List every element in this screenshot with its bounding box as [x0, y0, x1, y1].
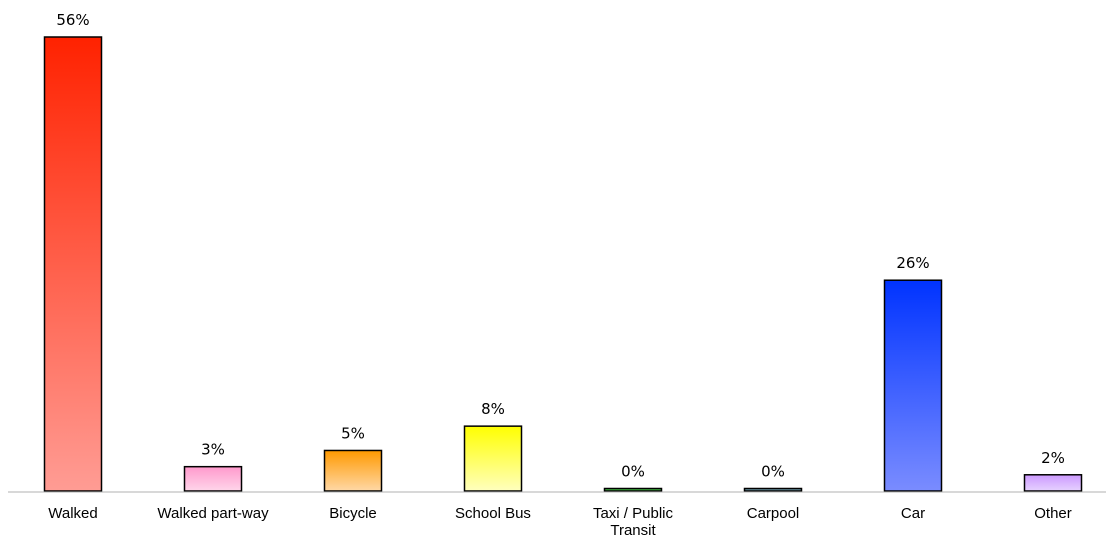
value-label-walked-part-way: 3%: [201, 441, 225, 459]
value-label-other: 2%: [1041, 449, 1065, 467]
value-labels-group: 56% 3% 5% 8% 0% 0% 26% 2%: [56, 11, 1065, 481]
value-label-walked: 56%: [56, 11, 89, 29]
value-label-car: 26%: [896, 254, 929, 272]
category-label-walked-part-way: Walked part-way: [157, 505, 269, 522]
bar-taxi-public-transit: [603, 487, 663, 492]
category-label-school-bus: School Bus: [455, 505, 531, 522]
category-label-carpool: Carpool: [747, 505, 800, 522]
category-label-bicycle: Bicycle: [329, 505, 377, 522]
bar-walked: [43, 36, 103, 492]
value-label-carpool: 0%: [761, 463, 785, 481]
value-label-taxi-public-transit: 0%: [621, 463, 645, 481]
bars-group: [43, 36, 1083, 492]
bar-other: [1023, 474, 1083, 492]
bar-bicycle: [323, 449, 383, 492]
category-label-car: Car: [901, 505, 925, 522]
value-label-bicycle: 5%: [341, 424, 365, 442]
category-labels-group: Walked Walked part-way Bicycle School Bus Ta…: [48, 505, 1071, 539]
bar-school-bus: [463, 425, 523, 492]
bar-walked-part-way: [183, 465, 243, 492]
value-label-school-bus: 8%: [481, 400, 505, 418]
bar-carpool: [743, 487, 803, 492]
bar-car: [883, 279, 943, 492]
category-label-other: Other: [1034, 505, 1072, 522]
category-label-taxi-public-transit: Taxi / Public Transit: [593, 505, 674, 539]
category-label-walked: Walked: [48, 505, 97, 522]
